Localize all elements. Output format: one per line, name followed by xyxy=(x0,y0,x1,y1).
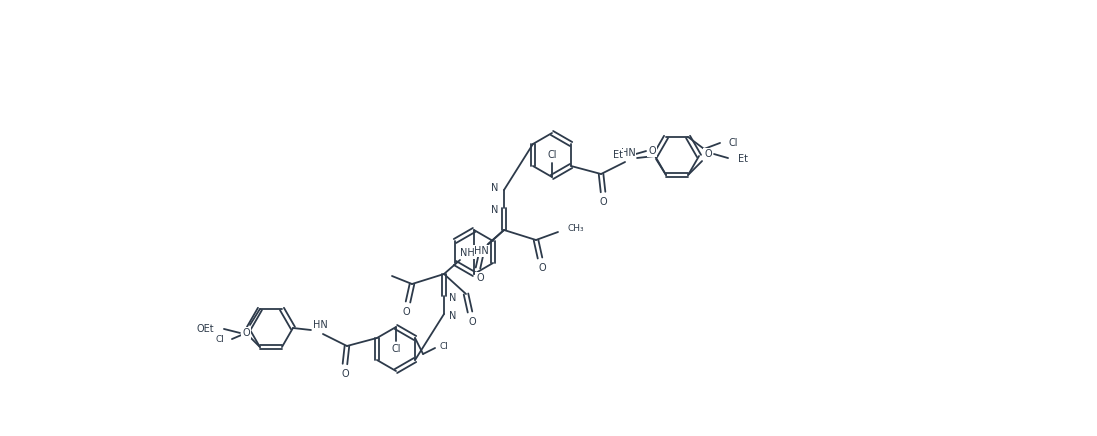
Text: O: O xyxy=(539,263,546,273)
Text: N: N xyxy=(450,293,456,303)
Text: O: O xyxy=(704,149,712,159)
Text: NH: NH xyxy=(460,248,474,258)
Text: Cl: Cl xyxy=(215,334,224,344)
Text: O: O xyxy=(476,273,484,283)
Text: N: N xyxy=(491,205,499,215)
Text: HN: HN xyxy=(313,320,327,330)
Text: N: N xyxy=(491,183,499,193)
Text: HN: HN xyxy=(474,246,488,256)
Text: O: O xyxy=(242,328,250,338)
Text: N: N xyxy=(450,311,456,321)
Text: Et: Et xyxy=(738,154,748,164)
Text: Cl: Cl xyxy=(439,341,448,351)
Text: O: O xyxy=(341,369,349,379)
Text: Cl: Cl xyxy=(392,344,400,354)
Text: O: O xyxy=(648,146,656,156)
Text: Cl: Cl xyxy=(728,138,737,148)
Text: O: O xyxy=(468,317,476,327)
Text: CH₃: CH₃ xyxy=(568,224,585,232)
Text: HN: HN xyxy=(621,148,635,158)
Text: Cl: Cl xyxy=(547,150,557,160)
Text: O: O xyxy=(599,197,607,207)
Text: OEt: OEt xyxy=(196,324,214,334)
Text: Et: Et xyxy=(613,150,623,160)
Text: O: O xyxy=(403,307,410,317)
